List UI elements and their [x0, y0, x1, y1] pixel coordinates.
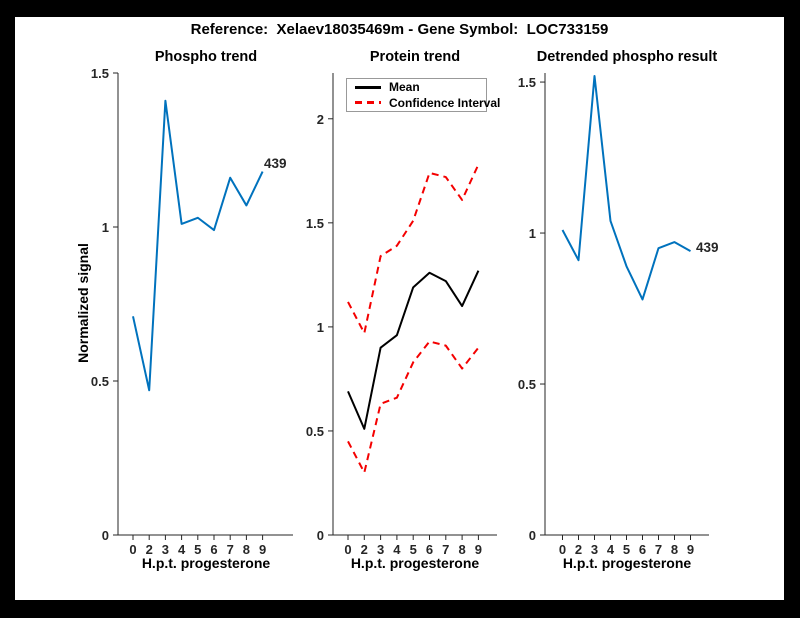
legend-label-confidence-interval: Confidence Interval — [389, 95, 501, 110]
x-tick-label: 6 — [426, 542, 433, 557]
x-tick-label: 2 — [361, 542, 368, 557]
x-tick-label: 3 — [591, 542, 598, 557]
figure-title: Reference: Xelaev18035469m - Gene Symbol… — [190, 21, 609, 38]
x-tick-label: 8 — [671, 542, 678, 557]
x-tick-label: 9 — [259, 542, 266, 557]
y-tick-label: 0.5 — [306, 424, 324, 439]
x-tick-label: 3 — [377, 542, 384, 557]
y-tick-label: 0.5 — [518, 377, 536, 392]
x-tick-label: 2 — [575, 542, 582, 557]
y-tick-label: 0 — [317, 528, 324, 543]
x-tick-label: 9 — [475, 542, 482, 557]
subplot2-title: Protein trend — [369, 49, 461, 65]
x-tick-label: 9 — [687, 542, 694, 557]
legend-item-confidence-interval: Confidence Interval — [355, 96, 500, 110]
x-tick-label: 7 — [442, 542, 449, 557]
subplot-3: 00.511.50 2 3 4 5 6 7 8 9 — [518, 73, 709, 557]
series-line-confidence-interval-upper — [347, 164, 480, 335]
y-axis-label: Normalized signal — [75, 243, 91, 363]
subplot1-x-axis-label: H.p.t. progesterone — [141, 555, 271, 571]
series-line-439 — [561, 75, 691, 301]
confidence-interval-line-swatch-icon — [355, 101, 381, 105]
y-tick-label: 0 — [102, 528, 109, 543]
series-line-confidence-interval-lower — [347, 340, 480, 474]
x-tick-label: 7 — [655, 542, 662, 557]
x-tick-label: 6 — [639, 542, 646, 557]
mean-line-swatch-icon — [355, 85, 381, 89]
y-tick-label: 2 — [317, 112, 324, 127]
x-tick-label: 4 — [178, 542, 186, 557]
x-tick-label: 4 — [393, 542, 401, 557]
legend-label-mean: Mean — [389, 80, 420, 95]
legend: Mean Confidence Interval — [346, 78, 500, 112]
subplot1-series-end-label: 439 — [264, 156, 287, 171]
subplot1-title: Phospho trend — [154, 49, 258, 65]
y-tick-label: 1 — [529, 226, 536, 241]
y-tick-label: 1 — [102, 220, 109, 235]
figure-canvas — [15, 17, 784, 600]
series-line-439 — [132, 99, 264, 392]
x-tick-label: 0 — [559, 542, 566, 557]
subplot3-x-axis-label: H.p.t. progesterone — [562, 555, 692, 571]
x-tick-label: 3 — [162, 542, 169, 557]
subplot2-x-axis-label: H.p.t. progesterone — [350, 555, 480, 571]
x-tick-label: 6 — [210, 542, 217, 557]
x-tick-label: 7 — [227, 542, 234, 557]
x-tick-label: 5 — [194, 542, 201, 557]
x-tick-label: 4 — [607, 542, 615, 557]
x-tick-label: 0 — [129, 542, 136, 557]
y-tick-label: 0 — [529, 528, 536, 543]
y-tick-label: 1.5 — [306, 216, 324, 231]
subplot3-title: Detrended phospho result — [536, 49, 718, 65]
x-tick-label: 5 — [410, 542, 417, 557]
subplot-2: 00.511.520 2 3 4 5 6 7 8 9 — [306, 73, 497, 557]
x-tick-label: 0 — [344, 542, 351, 557]
y-tick-label: 1.5 — [91, 66, 109, 81]
x-tick-label: 8 — [243, 542, 250, 557]
series-line-mean — [347, 270, 480, 430]
y-tick-label: 1 — [317, 320, 324, 335]
subplot-1: 00.511.50 2 3 4 5 6 7 8 9 — [91, 66, 293, 557]
y-tick-label: 1.5 — [518, 75, 536, 90]
x-tick-label: 8 — [458, 542, 465, 557]
y-tick-label: 0.5 — [91, 374, 109, 389]
x-tick-label: 5 — [623, 542, 630, 557]
x-tick-label: 2 — [146, 542, 153, 557]
legend-item-mean: Mean — [355, 80, 486, 94]
subplot3-series-end-label: 439 — [696, 240, 719, 255]
